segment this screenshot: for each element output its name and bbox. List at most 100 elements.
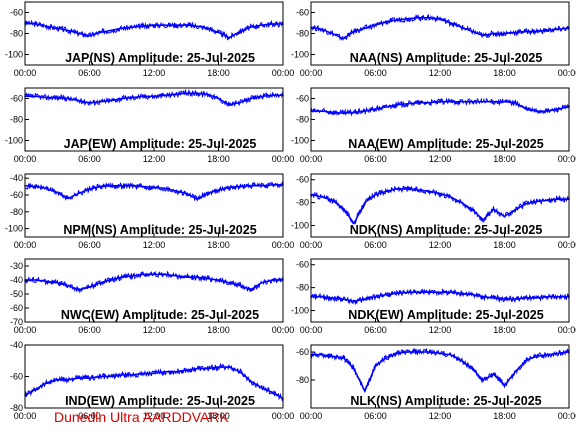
data-point xyxy=(121,374,123,376)
x-tick-label: 00:00 xyxy=(272,325,295,335)
y-tick-label: -60 xyxy=(10,8,23,18)
data-point xyxy=(239,185,241,188)
data-point xyxy=(353,222,355,225)
x-tick-label: 12:00 xyxy=(429,325,452,335)
data-point xyxy=(321,110,323,112)
x-tick-label: 00:00 xyxy=(300,154,323,164)
data-point xyxy=(185,276,188,279)
data-point xyxy=(45,187,48,190)
x-tick-label: 00:00 xyxy=(272,411,295,421)
y-tick-label: -60 xyxy=(296,260,309,270)
data-point xyxy=(471,208,474,211)
chart-panel-3: -60 -80 -100 00:00 06:00 12:00 18:00 00:00 NAA(E… xyxy=(291,87,576,164)
data-point xyxy=(153,273,155,276)
data-point xyxy=(546,29,549,32)
x-tick-label: 00:00 xyxy=(272,68,295,78)
data-point xyxy=(35,23,37,25)
data-point xyxy=(250,185,252,187)
data-point xyxy=(99,282,102,284)
data-point xyxy=(271,279,274,281)
data-point xyxy=(364,110,366,112)
data-point xyxy=(250,26,252,29)
data-point xyxy=(185,192,188,195)
data-point xyxy=(217,366,220,368)
data-point xyxy=(536,200,538,203)
y-tick-label: -60 xyxy=(10,94,23,104)
y-tick-label: -80 xyxy=(10,115,23,125)
y-tick-label: -40 xyxy=(10,340,23,350)
chart-title: NPM(NS) Amplitude: 25-Jul-2025 xyxy=(63,223,256,237)
data-point xyxy=(250,97,252,100)
y-tick-label: -80 xyxy=(10,403,23,413)
data-point xyxy=(88,101,91,104)
data-point xyxy=(514,370,517,373)
data-point xyxy=(374,365,377,367)
x-tick-label: 06:00 xyxy=(78,240,101,250)
data-point xyxy=(131,96,134,99)
data-point xyxy=(271,23,274,25)
data-point xyxy=(228,282,231,284)
data-point xyxy=(331,32,334,35)
x-tick-label: 00:00 xyxy=(558,411,576,421)
data-point xyxy=(185,92,188,95)
data-point xyxy=(546,296,549,298)
data-point xyxy=(396,104,398,106)
data-point xyxy=(121,276,123,279)
data-point xyxy=(482,100,484,103)
x-tick-label: 12:00 xyxy=(143,325,166,335)
data-point xyxy=(45,382,48,384)
data-point xyxy=(207,277,209,280)
y-tick-label: -50 xyxy=(10,289,23,299)
data-point xyxy=(239,101,241,104)
data-point xyxy=(557,28,560,31)
data-point xyxy=(271,184,274,186)
data-point xyxy=(99,100,102,103)
data-point xyxy=(78,32,80,35)
data-point xyxy=(228,36,231,39)
x-tick-label: 00:00 xyxy=(558,325,576,335)
data-point xyxy=(417,351,420,353)
x-tick-label: 06:00 xyxy=(364,325,387,335)
data-point xyxy=(471,293,474,296)
chart-title: NDK(NS) Amplitude: 25-Jul-2025 xyxy=(350,223,543,237)
chart-panel-5: -60 -80 -100 00:00 06:00 12:00 18:00 00:00 NDK(N… xyxy=(291,173,576,250)
data-point xyxy=(35,185,37,188)
data-point xyxy=(525,359,527,362)
chart-title: NDK(EW) Amplitude: 25-Jul-2025 xyxy=(348,308,543,322)
x-tick-label: 12:00 xyxy=(429,154,452,164)
x-tick-label: 06:00 xyxy=(364,411,387,421)
data-point xyxy=(217,31,220,34)
data-point xyxy=(35,388,37,390)
data-point xyxy=(207,192,209,195)
data-point xyxy=(99,185,102,188)
x-tick-label: 12:00 xyxy=(429,68,452,78)
data-point xyxy=(142,372,145,375)
data-point xyxy=(536,355,538,358)
trace-noise xyxy=(310,13,570,42)
x-tick-label: 18:00 xyxy=(207,68,230,78)
data-point xyxy=(131,185,134,187)
data-point xyxy=(407,188,409,190)
data-point xyxy=(110,185,112,187)
data-point xyxy=(536,297,538,299)
chart-title: NWC(EW) Amplitude: 25-Jul-2025 xyxy=(61,308,259,322)
data-point xyxy=(364,390,366,393)
data-point xyxy=(56,282,59,284)
data-point xyxy=(78,99,80,102)
x-tick-label: 12:00 xyxy=(429,240,452,250)
data-point xyxy=(460,359,463,362)
data-point xyxy=(164,187,166,190)
data-point xyxy=(207,93,209,96)
data-point xyxy=(153,186,155,189)
data-point xyxy=(56,191,59,194)
y-tick-label: -100 xyxy=(291,136,309,146)
data-point xyxy=(385,190,388,192)
data-point xyxy=(331,297,334,299)
chart-panel-7: -60 -80 -100 00:00 06:00 12:00 18:00 00:00 NDK(E… xyxy=(291,258,576,335)
data-point xyxy=(353,30,355,33)
x-tick-label: 18:00 xyxy=(493,325,516,335)
trace-noise xyxy=(24,270,284,294)
data-point xyxy=(331,199,334,202)
data-point xyxy=(374,108,377,110)
